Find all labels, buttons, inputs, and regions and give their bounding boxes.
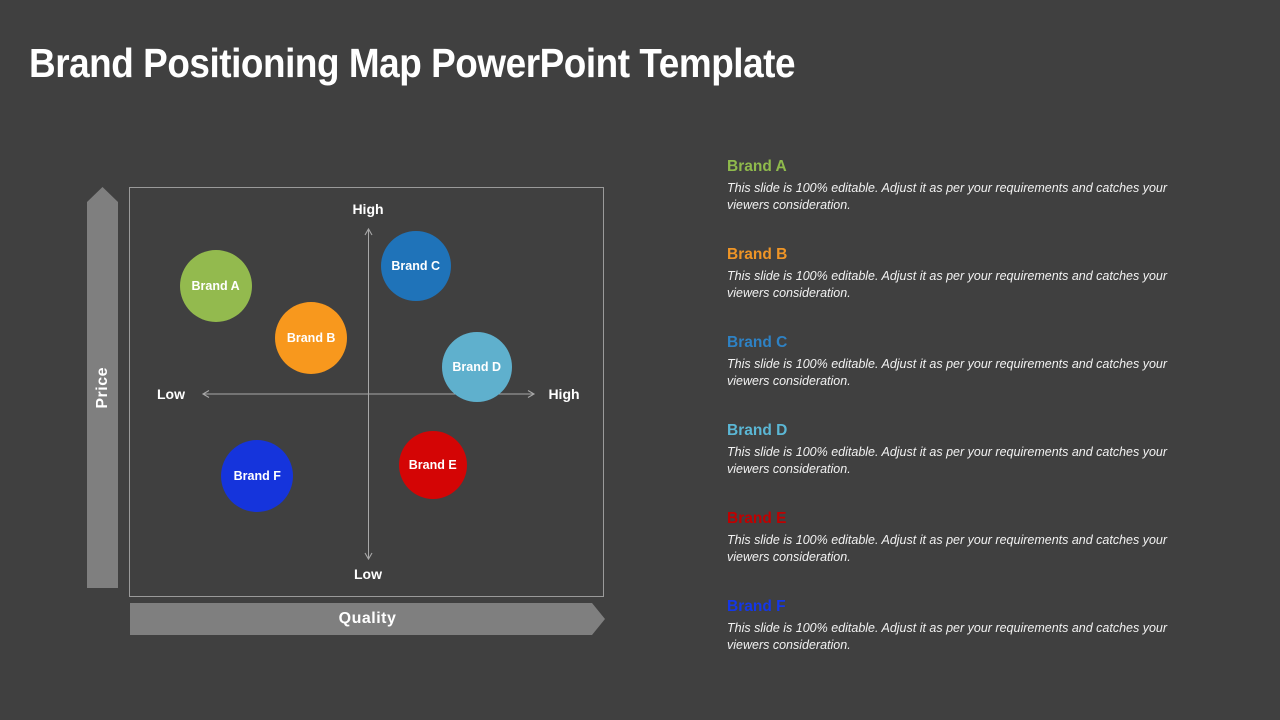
legend-brand-description: This slide is 100% editable. Adjust it a… bbox=[727, 445, 1168, 476]
quality-low-label: Low bbox=[157, 386, 185, 402]
price-axis-label: Price bbox=[93, 366, 111, 409]
legend-brand-description: This slide is 100% editable. Adjust it a… bbox=[727, 533, 1168, 564]
legend-brand-name: Brand C bbox=[727, 334, 788, 351]
legend-brand-name: Brand A bbox=[727, 158, 787, 175]
price-axis-bar: Price bbox=[87, 187, 118, 588]
legend-panel: Brand A This slide is 100% editable. Adj… bbox=[727, 158, 1182, 686]
price-high-label: High bbox=[352, 201, 384, 217]
legend-item: Brand D This slide is 100% editable. Adj… bbox=[727, 422, 1182, 478]
axis-arrows bbox=[201, 227, 536, 561]
legend-item: Brand E This slide is 100% editable. Adj… bbox=[727, 510, 1182, 566]
bubble-brand-a: Brand A bbox=[179, 250, 252, 323]
legend-brand-name: Brand B bbox=[727, 246, 788, 263]
bubble-brand-c: Brand C bbox=[380, 230, 451, 301]
legend-brand-name: Brand D bbox=[727, 422, 788, 439]
bubble-brand-b: Brand B bbox=[275, 302, 348, 375]
page-title: Brand Positioning Map PowerPoint Templat… bbox=[29, 40, 796, 86]
quality-axis-label: Quality bbox=[338, 610, 397, 627]
bubble-brand-e: Brand E bbox=[398, 431, 467, 500]
legend-brand-name: Brand E bbox=[727, 510, 787, 527]
price-low-label: Low bbox=[354, 566, 382, 582]
legend-item: Brand C This slide is 100% editable. Adj… bbox=[727, 334, 1182, 390]
legend-item: Brand F This slide is 100% editable. Adj… bbox=[727, 598, 1182, 654]
legend-brand-description: This slide is 100% editable. Adjust it a… bbox=[727, 269, 1168, 300]
legend-item: Brand A This slide is 100% editable. Adj… bbox=[727, 158, 1182, 214]
legend-brand-description: This slide is 100% editable. Adjust it a… bbox=[727, 621, 1168, 652]
legend-item: Brand B This slide is 100% editable. Adj… bbox=[727, 246, 1182, 302]
legend-brand-description: This slide is 100% editable. Adjust it a… bbox=[727, 181, 1168, 212]
legend-brand-description: This slide is 100% editable. Adjust it a… bbox=[727, 357, 1168, 388]
bubble-brand-f: Brand F bbox=[221, 440, 294, 513]
bubble-brand-d: Brand D bbox=[441, 332, 512, 403]
quality-axis-bar: Quality bbox=[130, 603, 605, 635]
positioning-map-plot: High Low Low High Brand A Brand B Brand C B… bbox=[129, 187, 604, 597]
quality-high-label: High bbox=[548, 386, 580, 402]
legend-brand-name: Brand F bbox=[727, 598, 786, 615]
